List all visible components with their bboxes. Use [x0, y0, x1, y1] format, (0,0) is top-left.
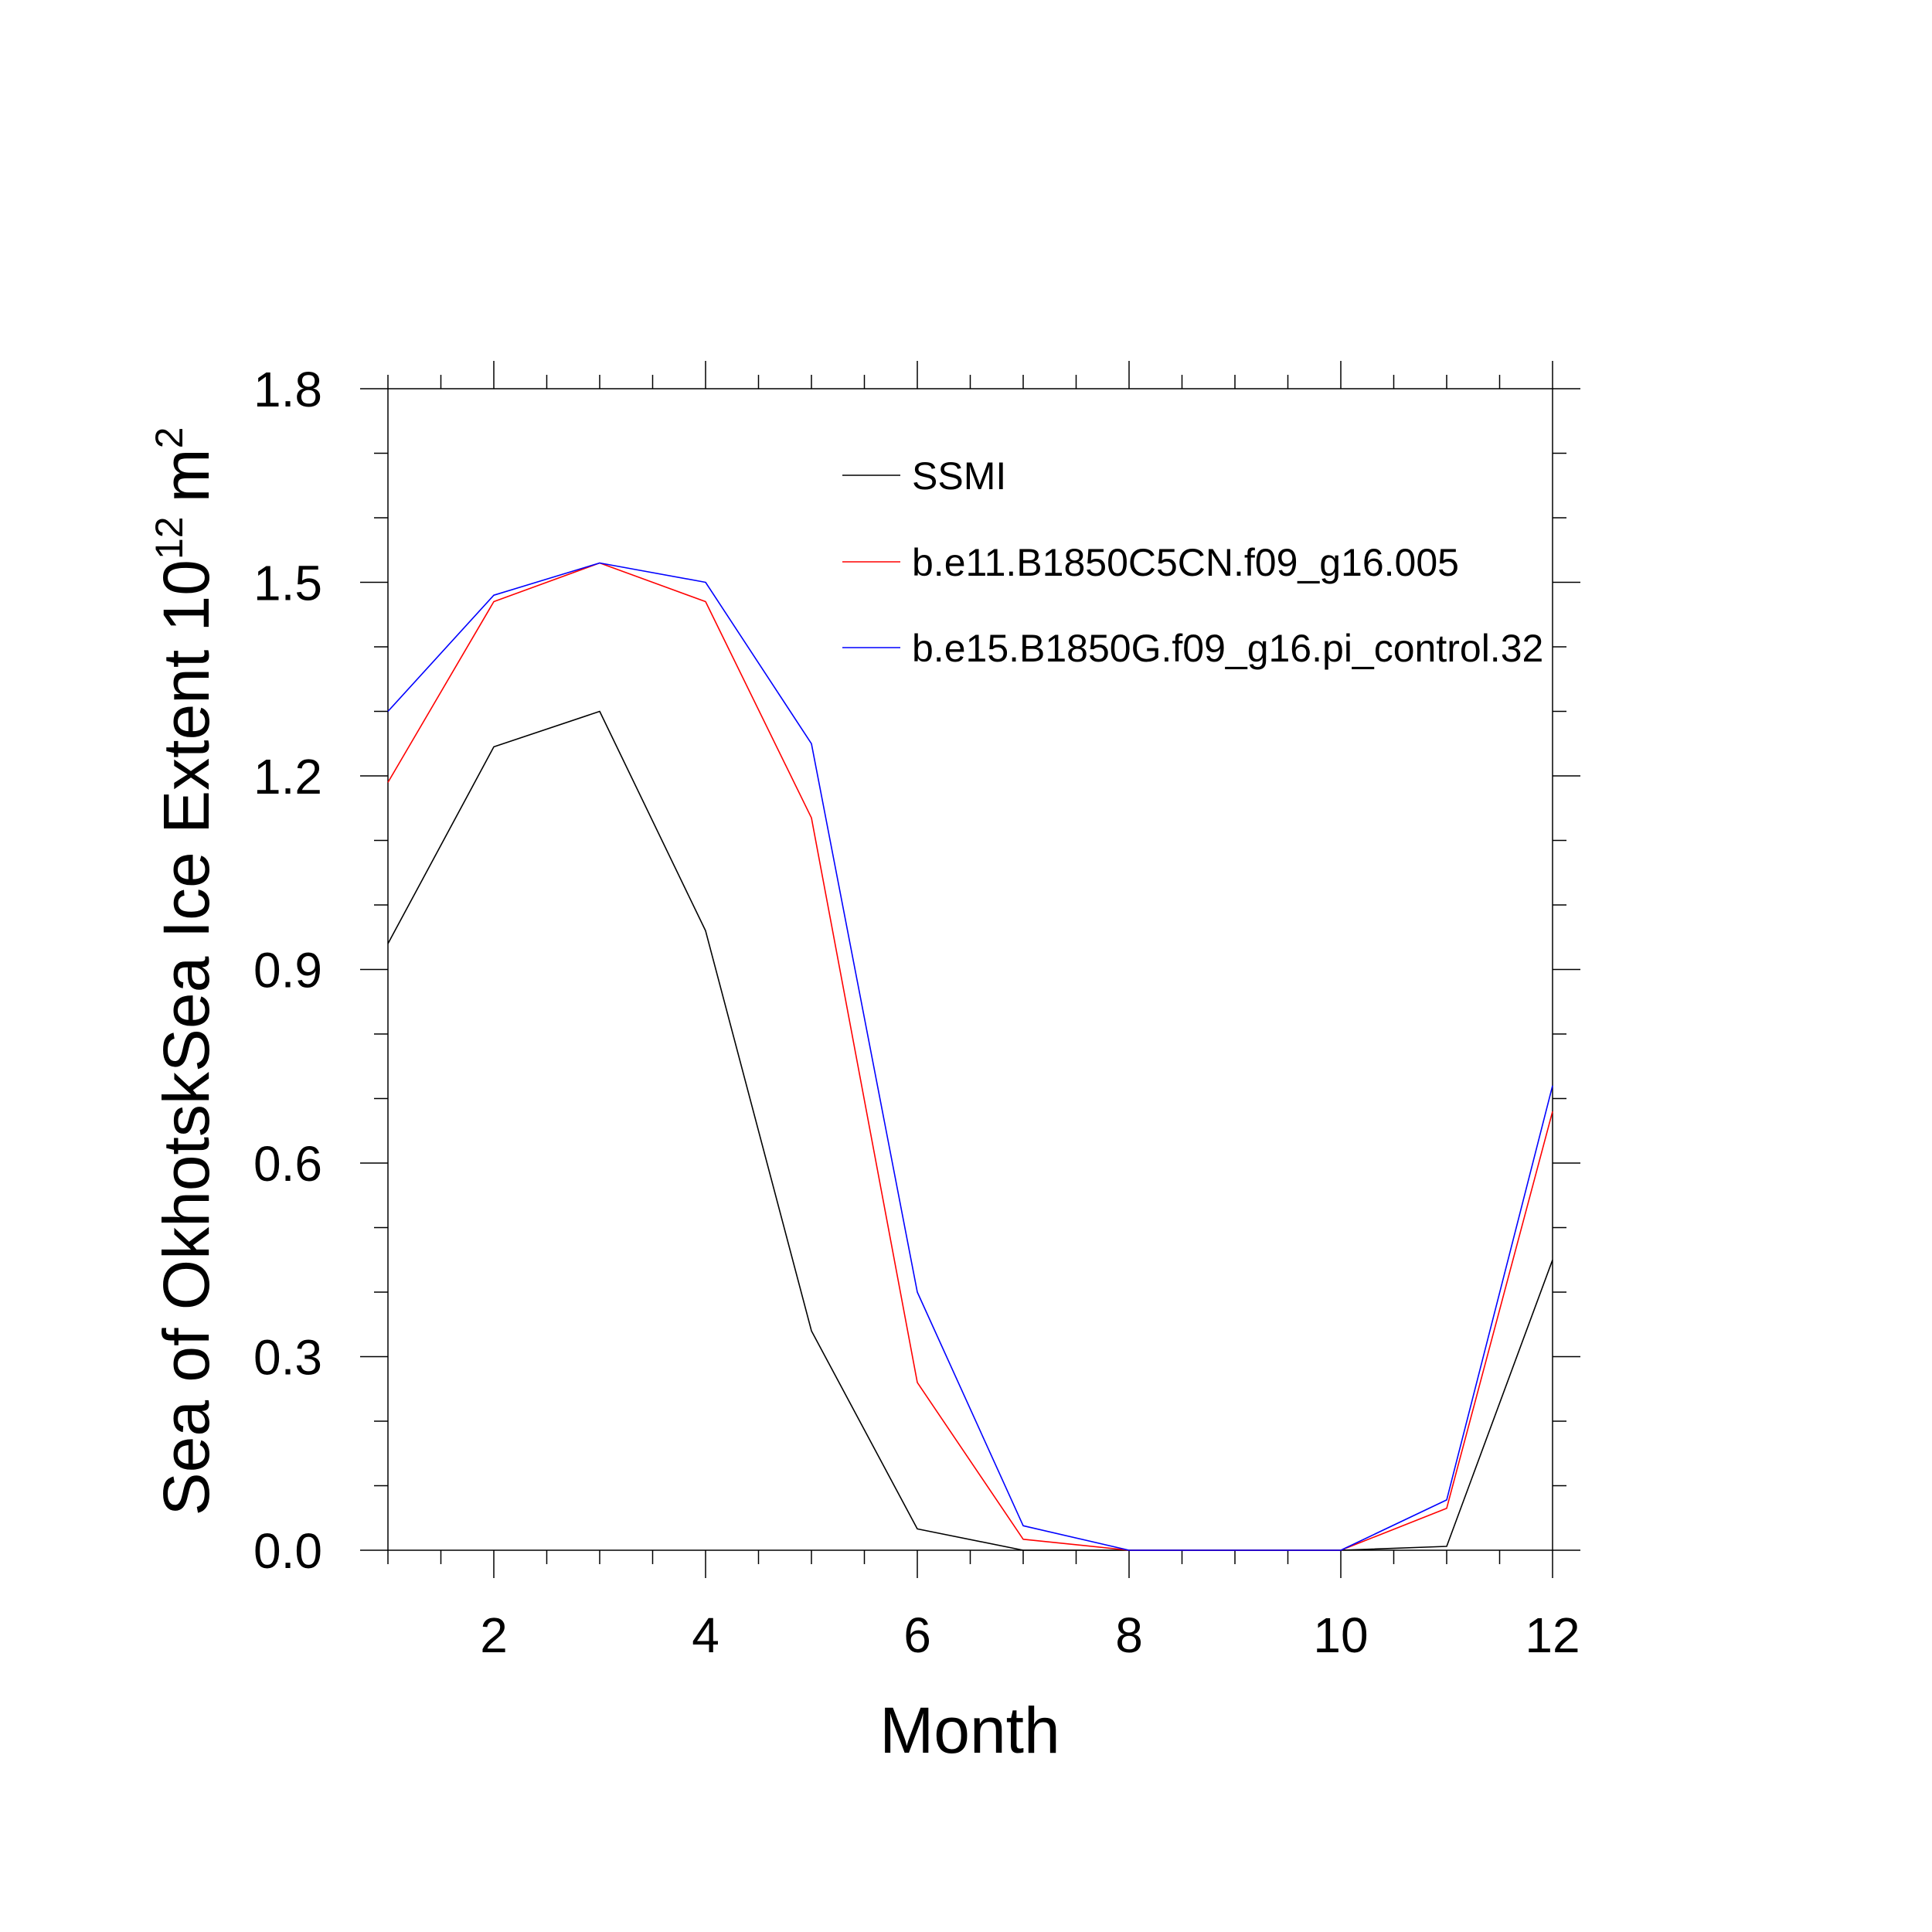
y-axis-label-exponent: 12 [148, 516, 191, 560]
x-tick-label: 4 [692, 1607, 719, 1663]
y-tick-label: 1.2 [253, 749, 322, 804]
legend-label-2: b.e15.B1850G.f09_g16.pi_control.32 [912, 627, 1543, 670]
x-tick-label: 8 [1115, 1607, 1143, 1663]
series-line-2 [387, 562, 1553, 1551]
x-axis-label: Month [879, 1694, 1060, 1767]
x-tick-label: 6 [903, 1607, 931, 1663]
x-tick-label: 12 [1525, 1607, 1580, 1663]
y-tick-label: 1.8 [253, 362, 322, 417]
y-tick-label: 0.9 [253, 943, 322, 998]
y-axis-label: Sea of OkhotskSea Ice Extent 1012 m2 [148, 427, 223, 1516]
series-lines [387, 562, 1553, 1551]
series-line-0 [387, 710, 1553, 1551]
y-tick-label: 1.5 [253, 556, 322, 611]
series-line-1 [387, 562, 1553, 1551]
y-tick-label: 0.3 [253, 1330, 322, 1386]
legend-label-0: SSMI [912, 454, 1006, 498]
y-tick-label: 0.0 [253, 1523, 322, 1579]
axis-ticks [360, 361, 1580, 1578]
axis-tick-labels: 2 4 6 8 10 12 0.0 0.3 0.6 0.9 1.2 1.5 1.8 [253, 362, 1580, 1663]
x-tick-label: 10 [1313, 1607, 1368, 1663]
x-tick-label: 2 [480, 1607, 508, 1663]
y-axis-label-unit-exponent: 2 [148, 427, 191, 449]
y-axis-label-unit: m [150, 448, 223, 502]
legend-label-1: b.e11.B1850C5CN.f09_g16.005 [912, 541, 1459, 584]
legend: SSMI b.e11.B1850C5CN.f09_g16.005 b.e15.B… [842, 454, 1543, 670]
y-axis-label-text: Sea of OkhotskSea Ice Extent 10 [150, 560, 223, 1515]
y-tick-label: 0.6 [253, 1136, 322, 1192]
